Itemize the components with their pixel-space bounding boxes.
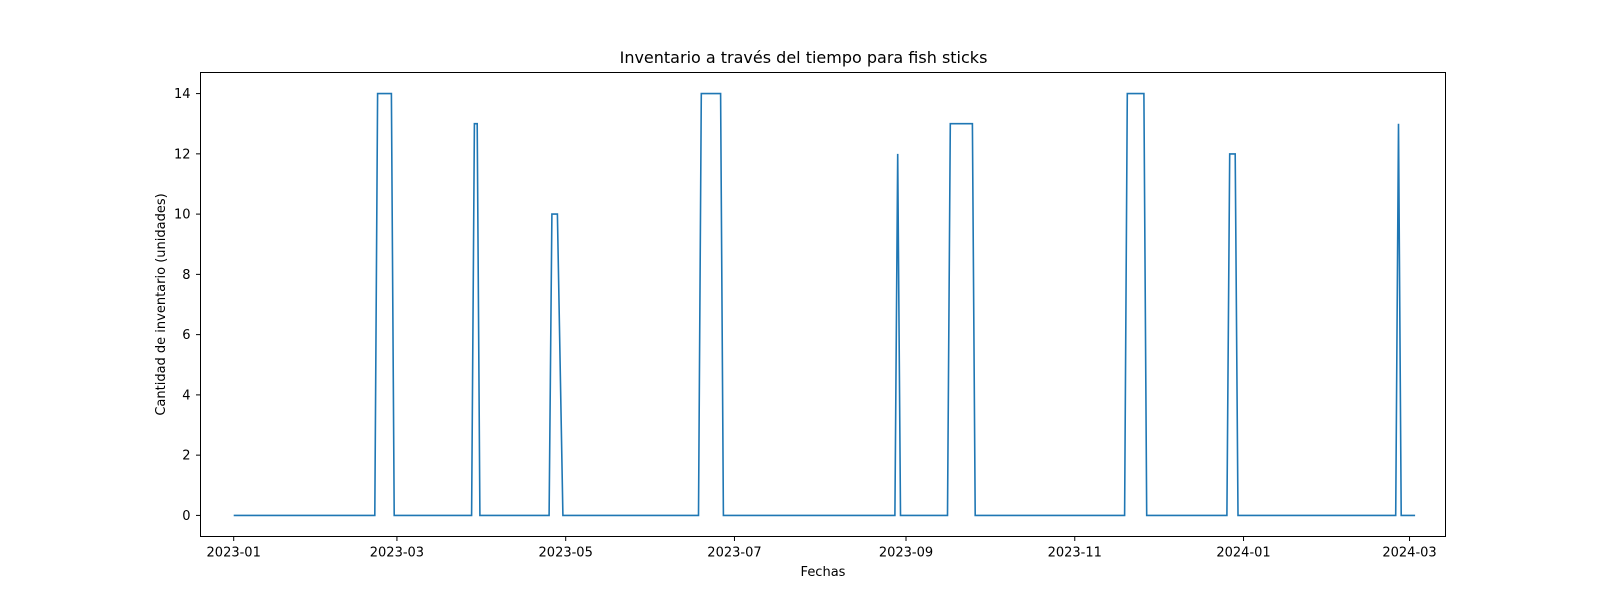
- y-tick-label-7: 14: [174, 87, 191, 102]
- x-axis-label: Fechas: [801, 565, 846, 580]
- x-tick-label-4: 2023-09: [879, 546, 933, 561]
- x-tick-label-1: 2023-03: [370, 546, 424, 561]
- plot-area: [233, 92, 1416, 517]
- y-tick-label-0: 0: [182, 509, 190, 524]
- x-tick-label-0: 2023-01: [207, 546, 261, 561]
- plot-frame: [200, 72, 1446, 537]
- y-tick-label-3: 6: [182, 328, 190, 343]
- y-tick-label-6: 12: [174, 147, 191, 162]
- chart-title: Inventario a través del tiempo para fish…: [620, 48, 988, 67]
- x-tick-label-2: 2023-05: [539, 546, 593, 561]
- y-tick-label-1: 2: [182, 449, 190, 464]
- x-tick-label-5: 2023-11: [1048, 546, 1102, 561]
- y-tick-label-5: 10: [174, 208, 191, 223]
- y-axis-label: Cantidad de inventario (unidades): [154, 193, 169, 415]
- y-axis-ticks: 0 2 4 6 8 10 12 14: [174, 87, 201, 524]
- y-tick-label-4: 8: [182, 268, 190, 283]
- x-axis-ticks: 2023-01 2023-03 2023-05 2023-07 2023-09 2023-…: [207, 536, 1437, 561]
- x-tick-label-6: 2024-01: [1216, 546, 1270, 561]
- x-tick-label-3: 2023-07: [707, 546, 761, 561]
- y-tick-label-2: 4: [182, 388, 190, 403]
- series-line-0: [233, 92, 1416, 517]
- x-tick-label-7: 2024-03: [1382, 546, 1436, 561]
